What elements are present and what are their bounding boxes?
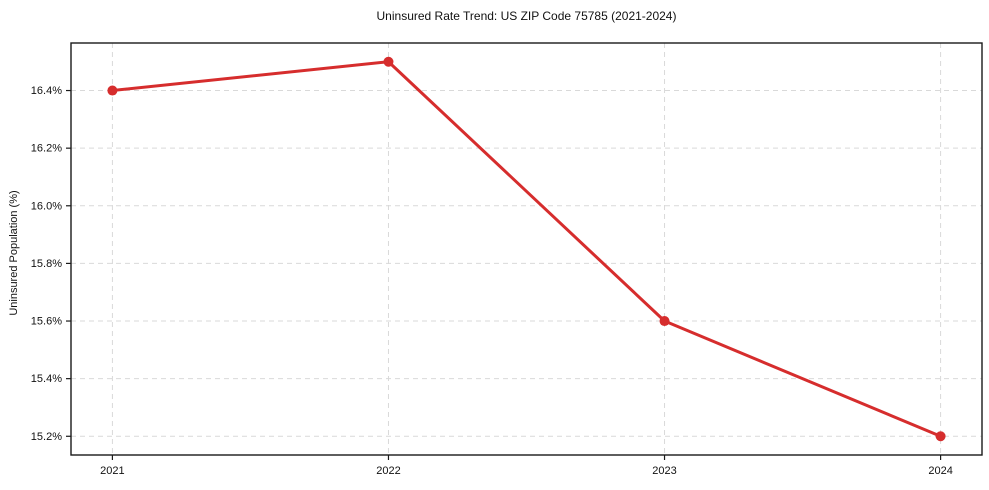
x-tick-label: 2022 [376,465,400,477]
data-point-marker [383,56,394,67]
chart-title: Uninsured Rate Trend: US ZIP Code 75785 … [376,9,677,23]
y-tick-label: 15.8% [31,258,62,270]
y-tick-label: 15.2% [31,431,62,443]
trend-line [110,60,943,438]
x-tick-label: 2021 [100,465,124,477]
x-tick-label: 2023 [652,465,676,477]
y-tick-label: 16.0% [31,200,62,212]
y-tick-label: 16.4% [31,85,62,97]
y-tick-label: 15.4% [31,373,62,385]
y-tick-label: 15.6% [31,316,62,328]
x-tick-label: 2024 [928,465,952,477]
axes-spine-box [70,42,983,456]
data-point-marker [935,431,946,442]
data-point-marker [107,85,118,96]
y-tick-label: 16.2% [31,143,62,155]
data-point-marker [659,316,670,327]
